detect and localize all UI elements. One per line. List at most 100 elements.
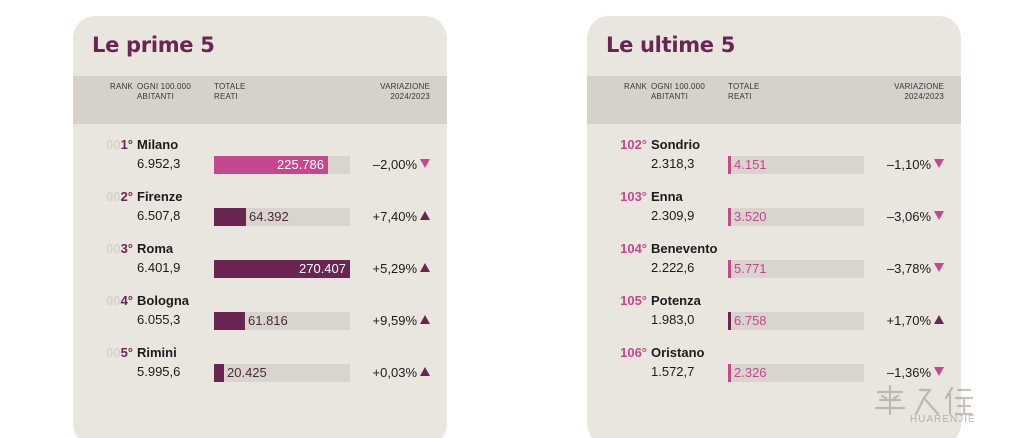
- rate-per-100k: 5.995,6: [137, 364, 181, 379]
- change-value: –2,00%: [373, 157, 430, 172]
- rate-per-100k: 1.983,0: [651, 312, 695, 327]
- total-value-label: 2.326: [734, 365, 767, 380]
- table-row: 103° Enna 2.309,9 3.520 –3,06%: [587, 188, 961, 234]
- change-value: +9,59%: [373, 313, 430, 328]
- rank-value: 3°: [120, 241, 133, 256]
- change-value: +7,40%: [373, 209, 430, 224]
- change-value: –1,36%: [887, 365, 944, 380]
- rank-label: 106°: [620, 345, 647, 360]
- total-value-label: 6.758: [734, 313, 767, 328]
- header-variazione: VARIAZIONE 2024/2023: [380, 82, 430, 102]
- city-name: Sondrio: [651, 137, 701, 152]
- arrow-up-icon: [934, 315, 944, 324]
- arrow-down-icon: [934, 159, 944, 168]
- change-text: +0,03%: [372, 365, 417, 380]
- total-value-label: 5.771: [734, 261, 767, 276]
- change-text: –3,06%: [886, 209, 931, 224]
- total-bar: [214, 312, 245, 330]
- rank-label: 004°: [106, 293, 133, 308]
- bar-track: 20.425: [214, 364, 350, 382]
- header-rank: RANK: [109, 82, 133, 91]
- arrow-up-icon: [420, 367, 430, 376]
- city-name: Bologna: [137, 293, 189, 308]
- table-row: 005° Rimini 5.995,6 20.425 +0,03%: [73, 344, 447, 390]
- city-name: Oristano: [651, 345, 705, 360]
- table-row: 001° Milano 6.952,3 225.786 –2,00%: [73, 136, 447, 182]
- total-value-label: 61.816: [248, 313, 288, 328]
- bar-track: 4.151: [728, 156, 864, 174]
- rank-value: 105°: [620, 293, 647, 308]
- rank-label: 102°: [620, 137, 647, 152]
- city-name: Rimini: [137, 345, 177, 360]
- rank-label: 005°: [106, 345, 133, 360]
- header-totale: TOTALE REATI: [728, 82, 760, 102]
- change-text: –1,36%: [886, 365, 931, 380]
- change-value: –3,78%: [887, 261, 944, 276]
- bar-track: 61.816: [214, 312, 350, 330]
- arrow-down-icon: [934, 211, 944, 220]
- bar-track: 2.326: [728, 364, 864, 382]
- total-bar: [214, 260, 350, 278]
- bar-track: 5.771: [728, 260, 864, 278]
- table-header: RANK OGNI 100.000 ABITANTI TOTALE REATI VA…: [587, 76, 961, 124]
- total-value-label: 20.425: [227, 365, 267, 380]
- header-variazione-line2: 2024/2023: [904, 92, 944, 101]
- rank-value: 5°: [120, 345, 133, 360]
- header-totale-line2: REATI: [728, 92, 752, 101]
- city-name: Roma: [137, 241, 174, 256]
- change-text: –1,10%: [886, 157, 931, 172]
- change-text: –3,78%: [886, 261, 931, 276]
- panel-title: Le prime 5: [92, 33, 215, 57]
- city-name: Firenze: [137, 189, 183, 204]
- header-ogni-line2: ABITANTI: [651, 92, 689, 101]
- rate-per-100k: 2.222,6: [651, 260, 695, 275]
- arrow-down-icon: [934, 367, 944, 376]
- rank-padding: 00: [106, 241, 121, 256]
- header-totale-line1: TOTALE: [214, 82, 246, 91]
- total-bar: [728, 364, 731, 382]
- rate-per-100k: 2.318,3: [651, 156, 695, 171]
- table-header: RANK OGNI 100.000 ABITANTI TOTALE REATI VA…: [73, 76, 447, 124]
- total-value-label: 270.407: [299, 261, 346, 276]
- arrow-up-icon: [420, 211, 430, 220]
- rank-value: 102°: [620, 137, 647, 152]
- bar-track: 3.520: [728, 208, 864, 226]
- bar-track: 6.758: [728, 312, 864, 330]
- total-bar: [728, 156, 731, 174]
- table-row: 102° Sondrio 2.318,3 4.151 –1,10%: [587, 136, 961, 182]
- bar-track: 225.786: [214, 156, 350, 174]
- header-ogni-line1: OGNI 100.000: [651, 82, 705, 91]
- change-text: –2,00%: [372, 157, 417, 172]
- table-row: 004° Bologna 6.055,3 61.816 +9,59%: [73, 292, 447, 338]
- panel-title: Le ultime 5: [606, 33, 736, 57]
- rank-value: 106°: [620, 345, 647, 360]
- bottom5-panel: Le ultime 5 RANK OGNI 100.000 ABITANTI TO…: [587, 16, 961, 438]
- watermark-glyphs-icon: [874, 384, 974, 416]
- header-variazione-line1: VARIAZIONE: [380, 82, 430, 91]
- rank-padding: 00: [106, 293, 121, 308]
- table-row: 003° Roma 6.401,9 270.407 +5,29%: [73, 240, 447, 286]
- header-totale-line2: REATI: [214, 92, 238, 101]
- arrow-up-icon: [420, 263, 430, 272]
- top5-panel: Le prime 5 RANK OGNI 100.000 ABITANTI TOT…: [73, 16, 447, 438]
- change-value: +5,29%: [373, 261, 430, 276]
- total-value-label: 64.392: [249, 209, 289, 224]
- header-variazione-line2: 2024/2023: [390, 92, 430, 101]
- total-value-label: 4.151: [734, 157, 767, 172]
- total-bar: [728, 208, 731, 226]
- rate-per-100k: 6.952,3: [137, 156, 181, 171]
- rank-label: 103°: [620, 189, 647, 204]
- header-ogni-line2: ABITANTI: [137, 92, 175, 101]
- arrow-down-icon: [420, 159, 430, 168]
- total-value-label: 3.520: [734, 209, 767, 224]
- table-row: 105° Potenza 1.983,0 6.758 +1,70%: [587, 292, 961, 338]
- table-row: 104° Benevento 2.222,6 5.771 –3,78%: [587, 240, 961, 286]
- header-totale: TOTALE REATI: [214, 82, 246, 102]
- change-text: +1,70%: [886, 313, 931, 328]
- table-row: 106° Oristano 1.572,7 2.326 –1,36%: [587, 344, 961, 390]
- change-value: +0,03%: [373, 365, 430, 380]
- bar-track: 270.407: [214, 260, 350, 278]
- header-rank: RANK: [623, 82, 647, 91]
- rank-label: 001°: [106, 137, 133, 152]
- total-bar: [214, 364, 224, 382]
